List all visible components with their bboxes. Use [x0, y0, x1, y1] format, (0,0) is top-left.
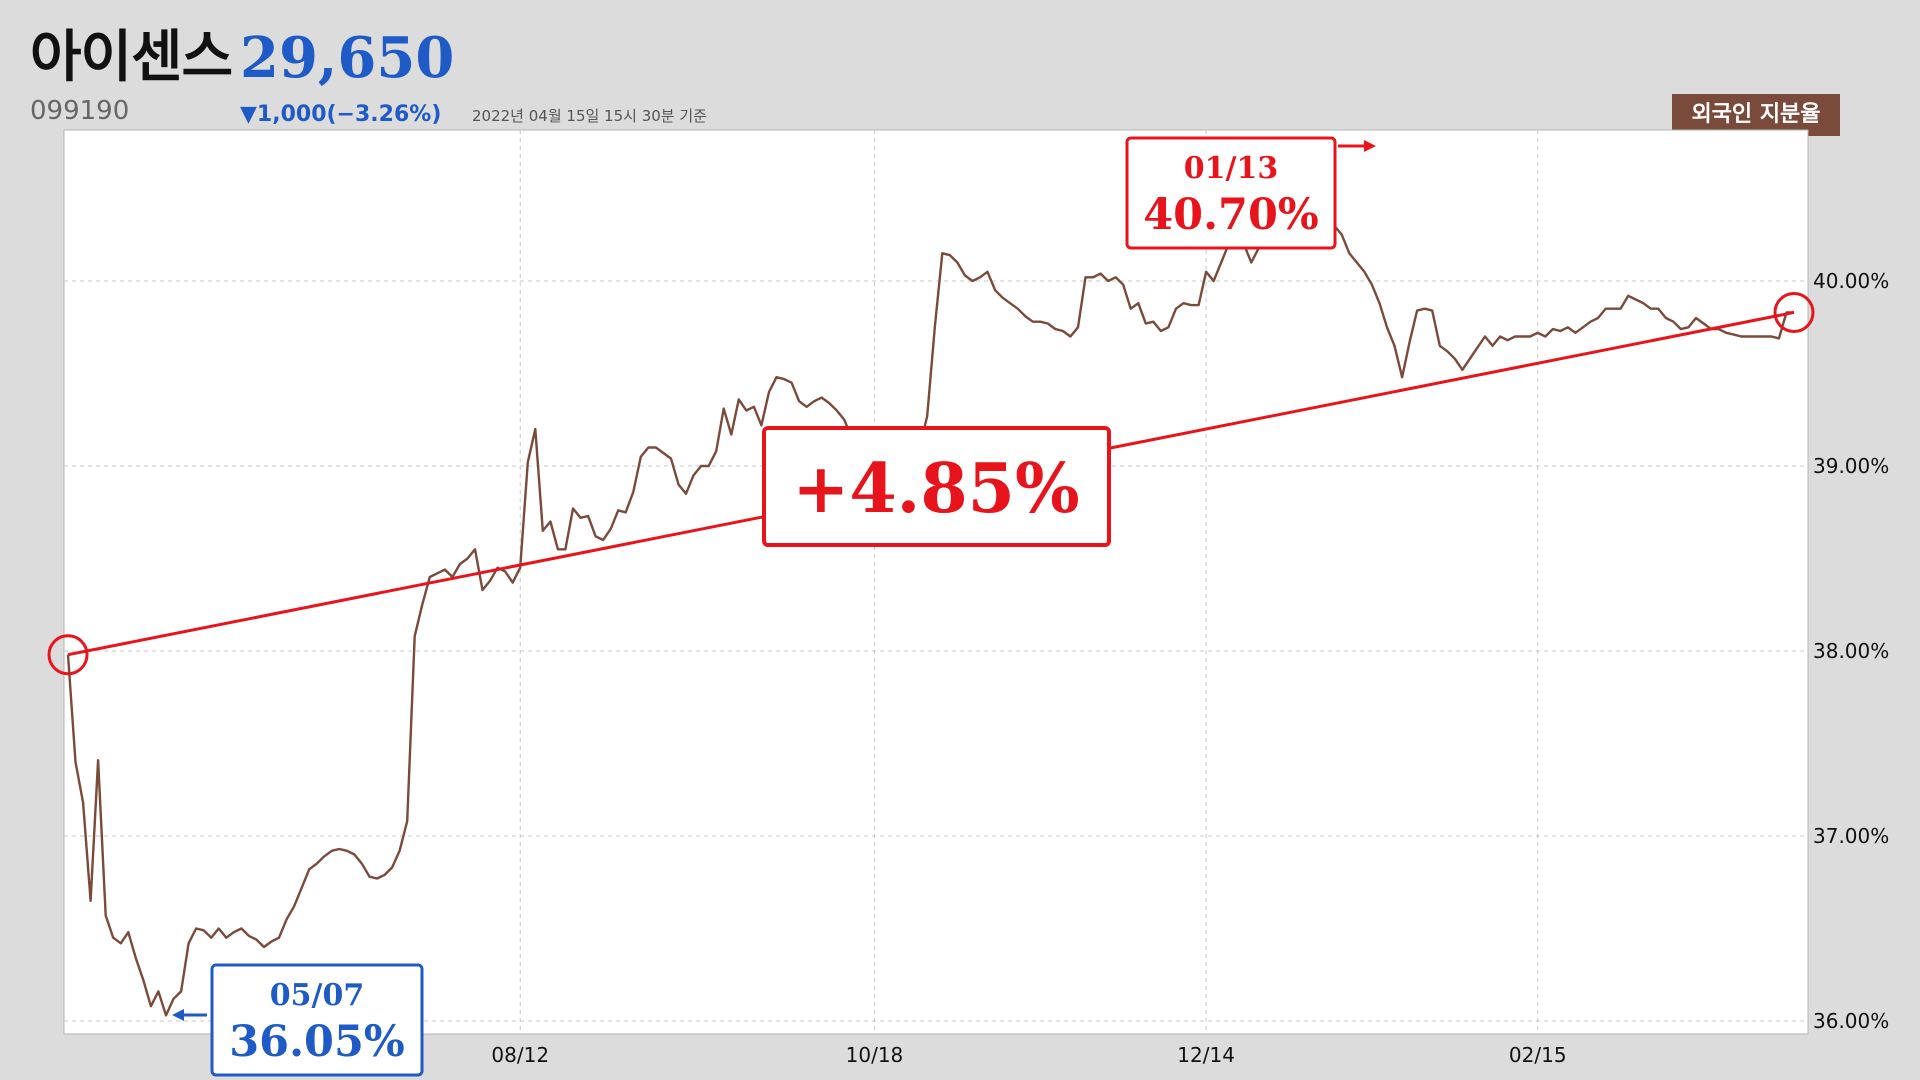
- x-axis-ticks: 08/12 10/18 12/14 02/15: [491, 1043, 1566, 1067]
- low-value: 36.05%: [229, 1017, 405, 1067]
- change-callout: +4.85%: [762, 426, 1111, 547]
- high-value: 40.70%: [1143, 190, 1319, 240]
- price-change: ▼1,000(−3.26%): [240, 102, 442, 127]
- y-tick-label: 37.00%: [1813, 824, 1889, 848]
- series-line: [66, 150, 1794, 1017]
- y-tick-label: 40.00%: [1813, 269, 1889, 293]
- y-axis-ticks: 36.00% 37.00% 38.00% 39.00% 40.00%: [1813, 269, 1889, 1033]
- high-date: 01/13: [1184, 151, 1278, 186]
- change-label: +4.85%: [792, 449, 1079, 529]
- grid-lines: [64, 130, 1808, 1034]
- plot-area: [63, 129, 1809, 1035]
- low-date: 05/07: [270, 978, 364, 1013]
- as-of-timestamp: 2022년 04월 15일 15시 30분 기준: [472, 107, 707, 125]
- x-tick-label: 12/14: [1177, 1043, 1235, 1067]
- y-tick-label: 38.00%: [1813, 639, 1889, 663]
- foreign-ownership-badge: 외국인 지분율: [1672, 94, 1840, 136]
- chart-header: 아이센스 29,650 099190 ▼1,000(−3.26%) 2022년 …: [30, 22, 1890, 136]
- stock-code: 099190: [30, 96, 130, 126]
- low-arrow-icon: [172, 1009, 184, 1021]
- stock-name: 아이센스: [30, 25, 233, 90]
- x-tick-label: 10/18: [846, 1043, 904, 1067]
- trend-end-marker: [1773, 291, 1815, 333]
- high-callout-box: [1125, 136, 1337, 250]
- x-tick-label: 02/15: [1509, 1043, 1567, 1067]
- y-tick-label: 39.00%: [1813, 454, 1889, 478]
- high-arrow-icon: [1364, 140, 1376, 152]
- y-tick-label: 36.00%: [1813, 1009, 1889, 1033]
- high-callout: 01/13 40.70%: [1125, 136, 1376, 250]
- low-callout-box: [210, 963, 424, 1077]
- stock-price: 29,650: [240, 25, 455, 91]
- low-callout: 05/07 36.05%: [172, 963, 424, 1077]
- change-callout-box: [762, 426, 1111, 547]
- x-tick-label: 08/12: [491, 1043, 549, 1067]
- trend-start-marker: [47, 634, 89, 676]
